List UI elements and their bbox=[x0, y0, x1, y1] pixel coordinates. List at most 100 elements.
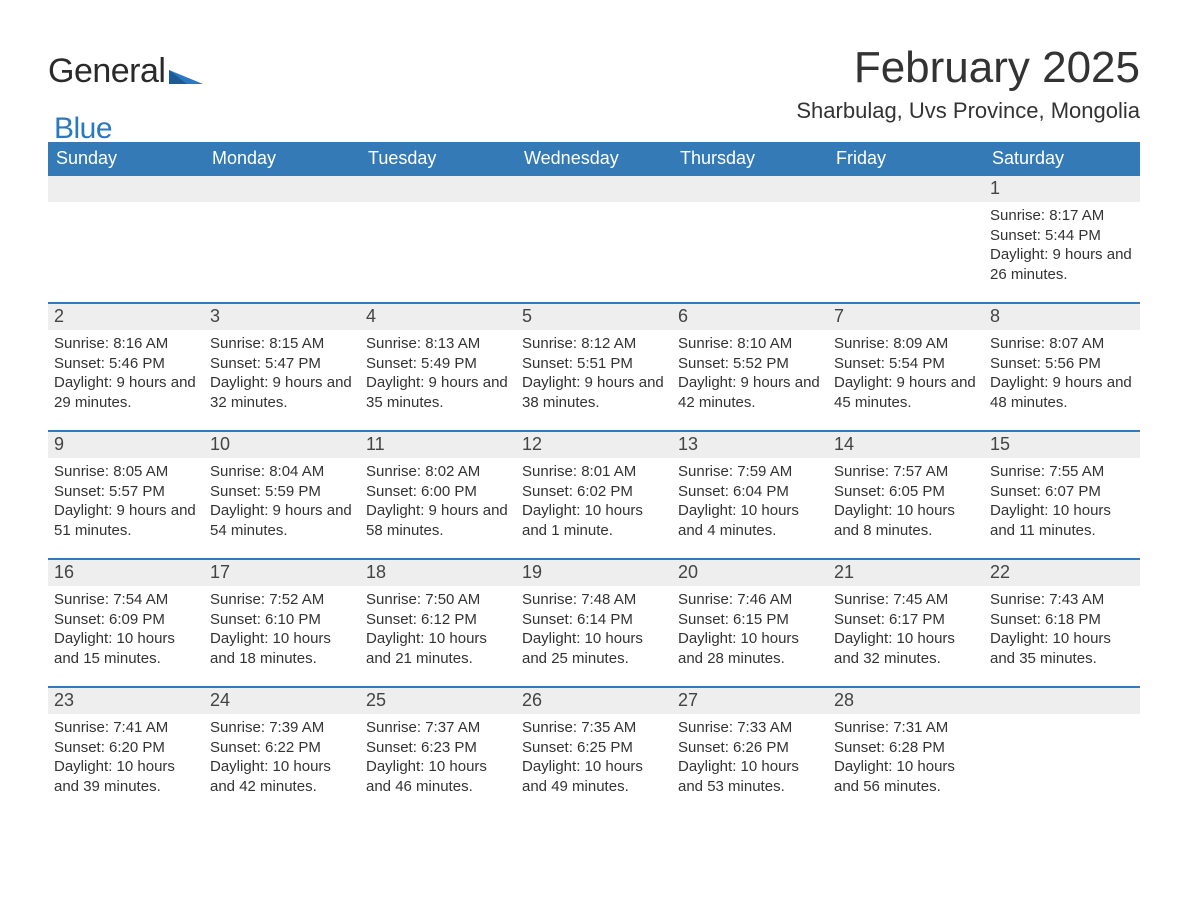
sunset-text: Sunset: 5:51 PM bbox=[522, 354, 666, 374]
page-header: General Blue February 2025 Sharbulag, Uv… bbox=[48, 44, 1140, 124]
sunset-text: Sunset: 6:28 PM bbox=[834, 738, 978, 758]
dow-friday: Friday bbox=[828, 142, 984, 176]
day-number: 6 bbox=[672, 304, 828, 330]
daylight-text: Daylight: 9 hours and 26 minutes. bbox=[990, 245, 1134, 284]
day-body-row: Sunrise: 7:41 AMSunset: 6:20 PMDaylight:… bbox=[48, 714, 1140, 814]
daylight-text: Daylight: 10 hours and 21 minutes. bbox=[366, 629, 510, 668]
day-number bbox=[360, 176, 516, 202]
day-number: 25 bbox=[360, 688, 516, 714]
day-number: 24 bbox=[204, 688, 360, 714]
sunrise-text: Sunrise: 7:57 AM bbox=[834, 462, 978, 482]
daylight-text: Daylight: 10 hours and 42 minutes. bbox=[210, 757, 354, 796]
day-cell: Sunrise: 7:50 AMSunset: 6:12 PMDaylight:… bbox=[360, 586, 516, 676]
day-cell: Sunrise: 7:48 AMSunset: 6:14 PMDaylight:… bbox=[516, 586, 672, 676]
daylight-text: Daylight: 9 hours and 54 minutes. bbox=[210, 501, 354, 540]
sunrise-text: Sunrise: 7:39 AM bbox=[210, 718, 354, 738]
sunrise-text: Sunrise: 7:54 AM bbox=[54, 590, 198, 610]
day-number: 14 bbox=[828, 432, 984, 458]
day-body-row: Sunrise: 8:17 AMSunset: 5:44 PMDaylight:… bbox=[48, 202, 1140, 302]
daylight-text: Daylight: 10 hours and 49 minutes. bbox=[522, 757, 666, 796]
day-number bbox=[516, 176, 672, 202]
sunset-text: Sunset: 5:46 PM bbox=[54, 354, 198, 374]
day-number bbox=[48, 176, 204, 202]
day-number: 8 bbox=[984, 304, 1140, 330]
day-cell: Sunrise: 8:09 AMSunset: 5:54 PMDaylight:… bbox=[828, 330, 984, 420]
day-cell: Sunrise: 8:17 AMSunset: 5:44 PMDaylight:… bbox=[984, 202, 1140, 292]
day-number: 26 bbox=[516, 688, 672, 714]
sunrise-text: Sunrise: 7:37 AM bbox=[366, 718, 510, 738]
day-number: 21 bbox=[828, 560, 984, 586]
sunset-text: Sunset: 5:47 PM bbox=[210, 354, 354, 374]
day-number: 18 bbox=[360, 560, 516, 586]
daylight-text: Daylight: 10 hours and 18 minutes. bbox=[210, 629, 354, 668]
sunset-text: Sunset: 6:12 PM bbox=[366, 610, 510, 630]
day-body-row: Sunrise: 7:54 AMSunset: 6:09 PMDaylight:… bbox=[48, 586, 1140, 686]
day-number: 16 bbox=[48, 560, 204, 586]
day-number bbox=[204, 176, 360, 202]
daylight-text: Daylight: 9 hours and 45 minutes. bbox=[834, 373, 978, 412]
calendar-week: 9101112131415Sunrise: 8:05 AMSunset: 5:5… bbox=[48, 430, 1140, 558]
sunrise-text: Sunrise: 7:55 AM bbox=[990, 462, 1134, 482]
day-number: 3 bbox=[204, 304, 360, 330]
day-number: 23 bbox=[48, 688, 204, 714]
sunset-text: Sunset: 6:00 PM bbox=[366, 482, 510, 502]
dow-sunday: Sunday bbox=[48, 142, 204, 176]
day-cell bbox=[48, 202, 204, 292]
sunrise-text: Sunrise: 7:35 AM bbox=[522, 718, 666, 738]
daylight-text: Daylight: 9 hours and 29 minutes. bbox=[54, 373, 198, 412]
sunset-text: Sunset: 6:26 PM bbox=[678, 738, 822, 758]
title-block: February 2025 Sharbulag, Uvs Province, M… bbox=[796, 44, 1140, 124]
daylight-text: Daylight: 10 hours and 56 minutes. bbox=[834, 757, 978, 796]
sunset-text: Sunset: 6:14 PM bbox=[522, 610, 666, 630]
day-number: 19 bbox=[516, 560, 672, 586]
daylight-text: Daylight: 9 hours and 42 minutes. bbox=[678, 373, 822, 412]
day-number-band: 2345678 bbox=[48, 304, 1140, 330]
sunset-text: Sunset: 6:20 PM bbox=[54, 738, 198, 758]
day-cell: Sunrise: 7:35 AMSunset: 6:25 PMDaylight:… bbox=[516, 714, 672, 804]
daylight-text: Daylight: 10 hours and 25 minutes. bbox=[522, 629, 666, 668]
daylight-text: Daylight: 10 hours and 15 minutes. bbox=[54, 629, 198, 668]
sunrise-text: Sunrise: 7:59 AM bbox=[678, 462, 822, 482]
day-number bbox=[828, 176, 984, 202]
calendar-page: General Blue February 2025 Sharbulag, Uv… bbox=[0, 0, 1188, 918]
sunset-text: Sunset: 6:09 PM bbox=[54, 610, 198, 630]
day-cell: Sunrise: 7:37 AMSunset: 6:23 PMDaylight:… bbox=[360, 714, 516, 804]
logo: General Blue bbox=[48, 44, 203, 122]
day-cell bbox=[672, 202, 828, 292]
daylight-text: Daylight: 10 hours and 4 minutes. bbox=[678, 501, 822, 540]
daylight-text: Daylight: 9 hours and 32 minutes. bbox=[210, 373, 354, 412]
day-cell bbox=[360, 202, 516, 292]
calendar-week: 2345678Sunrise: 8:16 AMSunset: 5:46 PMDa… bbox=[48, 302, 1140, 430]
sunset-text: Sunset: 6:15 PM bbox=[678, 610, 822, 630]
dow-wednesday: Wednesday bbox=[516, 142, 672, 176]
day-number-band: 16171819202122 bbox=[48, 560, 1140, 586]
sunrise-text: Sunrise: 7:33 AM bbox=[678, 718, 822, 738]
logo-flag-icon bbox=[169, 56, 203, 76]
day-number: 27 bbox=[672, 688, 828, 714]
sunrise-text: Sunrise: 8:15 AM bbox=[210, 334, 354, 354]
sunrise-text: Sunrise: 8:10 AM bbox=[678, 334, 822, 354]
day-cell: Sunrise: 7:45 AMSunset: 6:17 PMDaylight:… bbox=[828, 586, 984, 676]
sunrise-text: Sunrise: 8:05 AM bbox=[54, 462, 198, 482]
day-cell: Sunrise: 7:59 AMSunset: 6:04 PMDaylight:… bbox=[672, 458, 828, 548]
daylight-text: Daylight: 10 hours and 53 minutes. bbox=[678, 757, 822, 796]
daylight-text: Daylight: 9 hours and 38 minutes. bbox=[522, 373, 666, 412]
day-number: 11 bbox=[360, 432, 516, 458]
sunrise-text: Sunrise: 8:17 AM bbox=[990, 206, 1134, 226]
sunset-text: Sunset: 5:59 PM bbox=[210, 482, 354, 502]
daylight-text: Daylight: 10 hours and 46 minutes. bbox=[366, 757, 510, 796]
daylight-text: Daylight: 10 hours and 39 minutes. bbox=[54, 757, 198, 796]
sunrise-text: Sunrise: 8:02 AM bbox=[366, 462, 510, 482]
dow-tuesday: Tuesday bbox=[360, 142, 516, 176]
dow-monday: Monday bbox=[204, 142, 360, 176]
sunset-text: Sunset: 6:25 PM bbox=[522, 738, 666, 758]
daylight-text: Daylight: 9 hours and 58 minutes. bbox=[366, 501, 510, 540]
day-cell bbox=[984, 714, 1140, 804]
month-title: February 2025 bbox=[796, 44, 1140, 92]
calendar: Sunday Monday Tuesday Wednesday Thursday… bbox=[48, 142, 1140, 814]
sunset-text: Sunset: 5:57 PM bbox=[54, 482, 198, 502]
day-number: 15 bbox=[984, 432, 1140, 458]
day-number-band: 232425262728 bbox=[48, 688, 1140, 714]
day-cell: Sunrise: 7:55 AMSunset: 6:07 PMDaylight:… bbox=[984, 458, 1140, 548]
sunrise-text: Sunrise: 8:13 AM bbox=[366, 334, 510, 354]
